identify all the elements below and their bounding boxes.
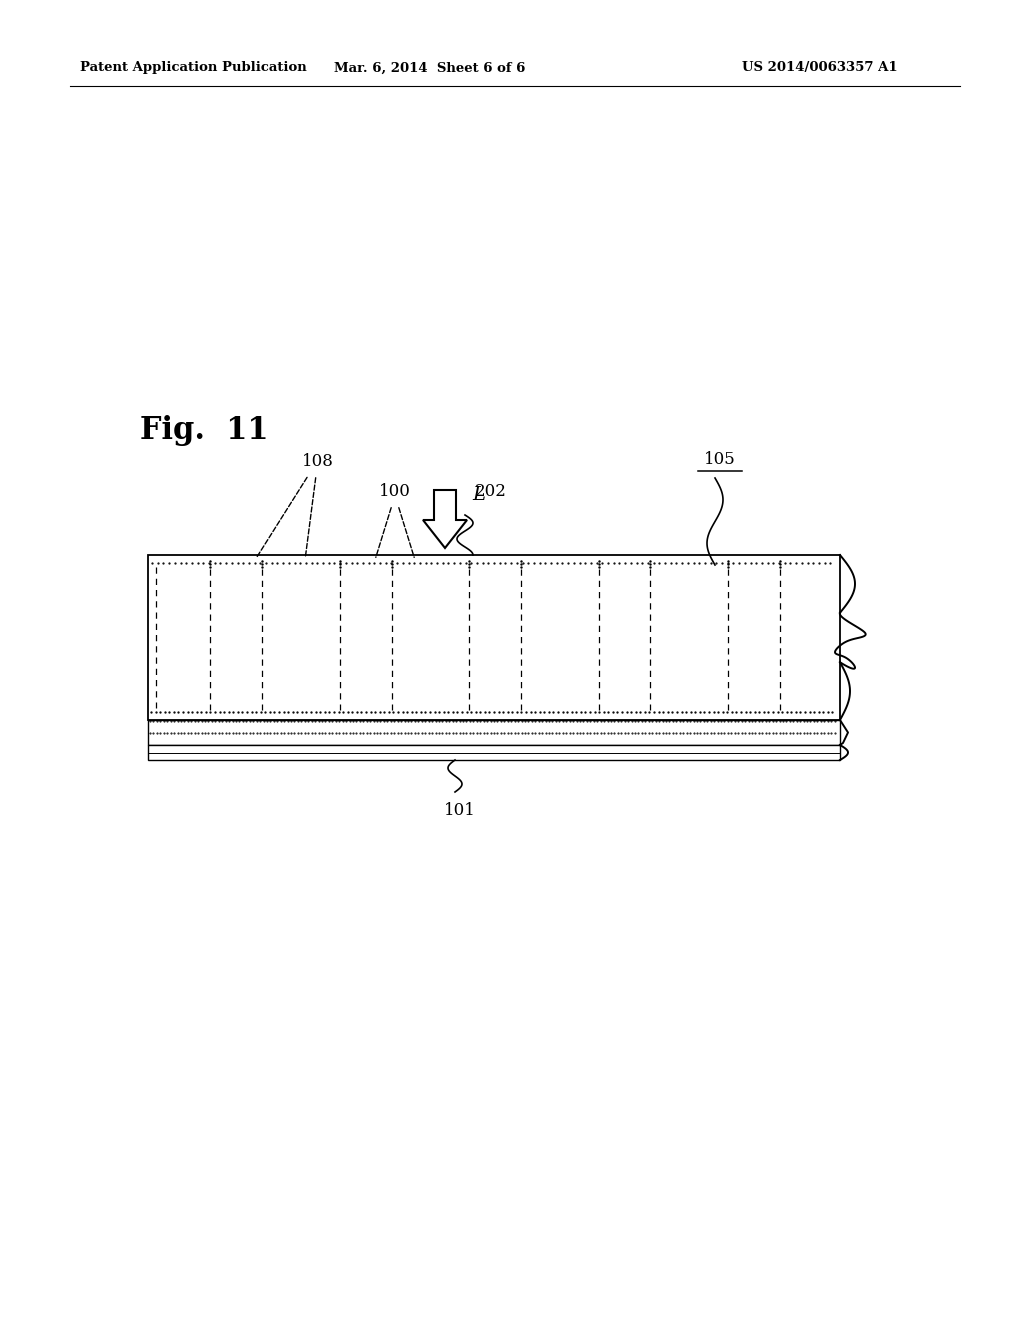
Text: Fig.  11: Fig. 11 [140,414,268,446]
Text: 100: 100 [379,483,411,500]
Bar [148,744,840,760]
Text: 202: 202 [475,483,507,500]
Polygon shape [423,490,467,548]
Text: Mar. 6, 2014  Sheet 6 of 6: Mar. 6, 2014 Sheet 6 of 6 [334,62,525,74]
Bar [148,719,840,744]
Text: 105: 105 [705,451,736,469]
Bar [148,554,840,719]
Text: Patent Application Publication: Patent Application Publication [80,62,307,74]
Text: 101: 101 [444,803,476,818]
Text: US 2014/0063357 A1: US 2014/0063357 A1 [742,62,898,74]
Text: 108: 108 [302,453,334,470]
Text: L: L [472,486,485,504]
